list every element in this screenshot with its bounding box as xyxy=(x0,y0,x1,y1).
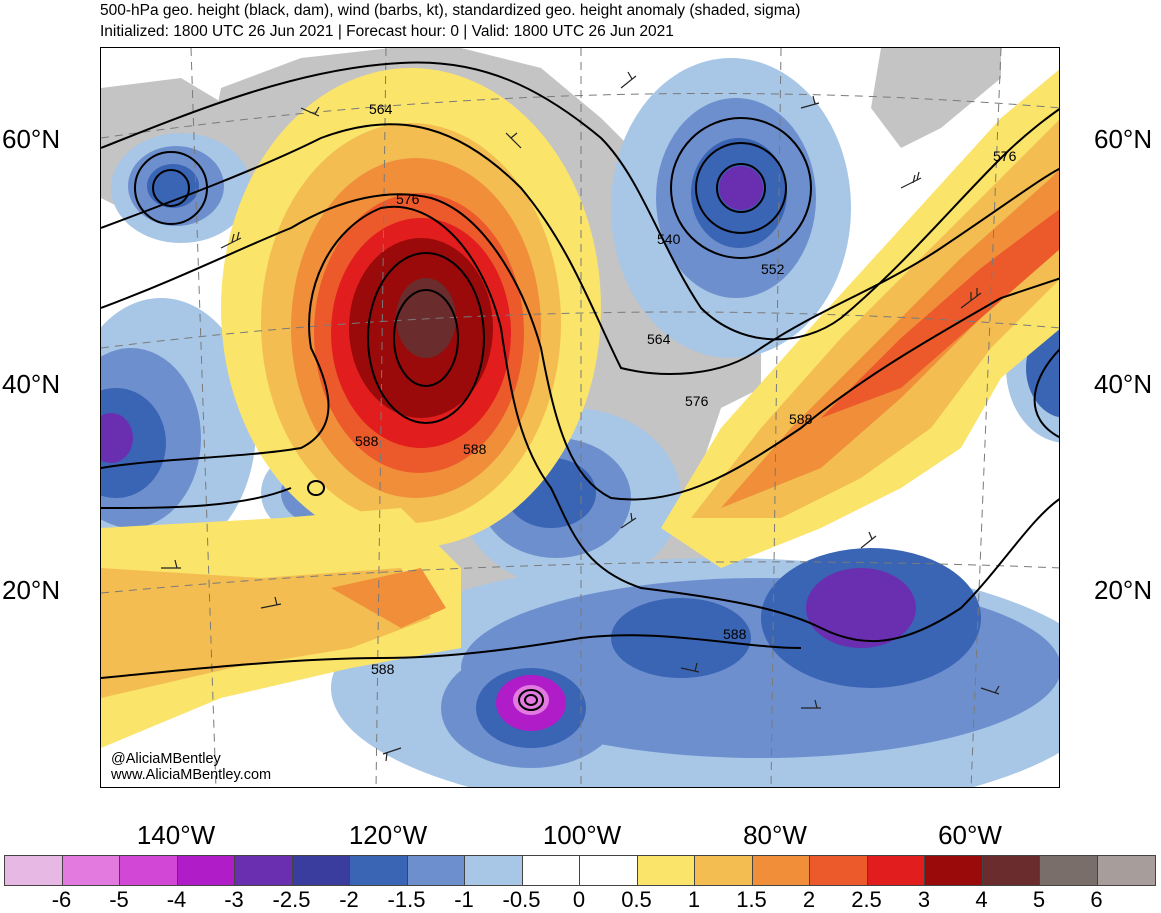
chart-title: 500-hPa geo. height (black, dam), wind (… xyxy=(100,2,801,19)
credit-handle: @AliciaMBentley xyxy=(111,751,221,767)
wind-barbs xyxy=(161,71,1000,762)
lat-label-40-right: 40°N xyxy=(1094,369,1153,399)
colorbar-cell xyxy=(177,856,235,885)
colorbar-cell xyxy=(867,856,925,885)
contour-label-576-northeast: 576 xyxy=(993,148,1017,164)
colorbar-tick-label: 3 xyxy=(917,887,931,912)
colorbar xyxy=(4,855,1156,886)
colorbar-cell xyxy=(752,856,810,885)
colorbar-tick-label: 2.5 xyxy=(851,887,882,912)
contour-label-564-east: 564 xyxy=(647,331,671,347)
lat-label-40-left: 40°N xyxy=(2,369,61,399)
colorbar-cell xyxy=(5,856,63,885)
contour-label-576-west: 576 xyxy=(396,191,420,207)
lon-label-80w: 80°W xyxy=(743,820,807,850)
colorbar-tick-label: 0 xyxy=(572,887,586,912)
contour-label-540: 540 xyxy=(657,231,681,247)
colorbar-tick-label: -4 xyxy=(166,887,187,912)
contour-label-588-pacific: 588 xyxy=(371,661,395,677)
colorbar-cell xyxy=(925,856,983,885)
contour-label-588-caribbean: 588 xyxy=(723,626,747,642)
colorbar-tick-label: 0.5 xyxy=(621,887,652,912)
colorbar-tick-label: -1 xyxy=(454,887,474,912)
colorbar-tick-label: -2.5 xyxy=(272,887,311,912)
positive-anomalies xyxy=(101,68,1059,748)
colorbar-cell xyxy=(810,856,868,885)
colorbar-cell xyxy=(637,856,695,885)
colorbar-tick-label: 4 xyxy=(975,887,988,912)
colorbar-cell xyxy=(1040,856,1098,885)
lat-label-60-right: 60°N xyxy=(1094,124,1153,154)
colorbar-cell xyxy=(695,856,753,885)
contour-label-564-west: 564 xyxy=(369,101,393,117)
colorbar-cell xyxy=(982,856,1040,885)
lon-label-100w: 100°W xyxy=(542,820,622,850)
lat-label-20-left: 20°N xyxy=(2,575,61,605)
height-contours xyxy=(101,61,1059,711)
colorbar-cell xyxy=(120,856,178,885)
colorbar-cell xyxy=(407,856,465,885)
anomaly-map: 564 576 588 588 540 552 564 576 588 576 … xyxy=(101,48,1059,787)
colorbar-tick-label: -6 xyxy=(51,887,72,912)
land-greenland xyxy=(871,48,1001,148)
contour-label-588-center: 588 xyxy=(463,441,487,457)
colorbar-cell xyxy=(292,856,350,885)
contour-label-552: 552 xyxy=(761,261,785,277)
colorbar-tick-label: 2 xyxy=(802,887,816,912)
colorbar-tick-label: -5 xyxy=(109,887,129,912)
colorbar-tick-label: -0.5 xyxy=(502,887,541,912)
colorbar-cell xyxy=(1097,856,1155,885)
colorbar-cell xyxy=(465,856,523,885)
colorbar-cell xyxy=(62,856,120,885)
lon-label-120w: 120°W xyxy=(348,820,428,850)
contour-label-576-east: 576 xyxy=(685,393,709,409)
contour-label-588-east: 588 xyxy=(789,411,813,427)
colorbar-tick-label: 5 xyxy=(1032,887,1046,912)
colorbar-tick-label: 1 xyxy=(687,887,701,912)
colorbar-cell xyxy=(580,856,638,885)
colorbar-tick-label: 1.5 xyxy=(736,887,767,912)
colorbar-cell xyxy=(522,856,580,885)
colorbar-tick-label: -1.5 xyxy=(387,887,426,912)
colorbar-tick-label: -3 xyxy=(224,887,244,912)
lon-label-140w: 140°W xyxy=(136,820,216,850)
lon-label-60w: 60°W xyxy=(938,820,1002,850)
colorbar-cell xyxy=(350,856,408,885)
lat-label-20-right: 20°N xyxy=(1094,575,1153,605)
graticule xyxy=(101,48,1059,787)
colorbar-cell xyxy=(235,856,293,885)
contour-label-588-west: 588 xyxy=(355,433,379,449)
colorbar-tick-label: 6 xyxy=(1090,887,1103,912)
chart-subtitle: Initialized: 1800 UTC 26 Jun 2021 | Fore… xyxy=(100,23,674,40)
contour-labels: 564 576 588 588 540 552 564 576 588 576 … xyxy=(355,101,1017,677)
map-panel: 564 576 588 588 540 552 564 576 588 576 … xyxy=(100,47,1060,788)
lat-label-60-left: 60°N xyxy=(2,124,61,154)
credit-url: www.AliciaMBentley.com xyxy=(111,767,272,783)
colorbar-tick-label: -2 xyxy=(339,887,359,912)
